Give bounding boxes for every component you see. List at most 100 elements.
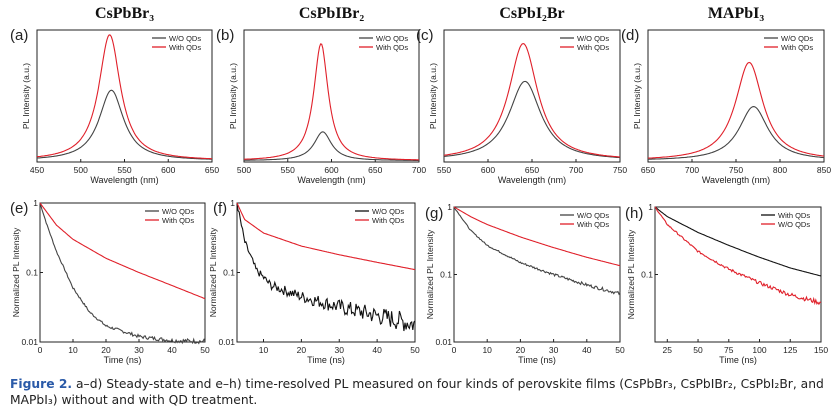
series-line-woqds [443,80,621,159]
x-tick-label: 700 [569,165,583,175]
series-line-woqds [453,206,621,296]
y-tick-label: 0.1 [223,268,235,278]
caption-label: Figure 2. [10,377,73,391]
legend-label: W/O QDs [376,34,408,43]
panel-h: (h) 25 50 75 100 125 150 0.1 1 Time (ns) Normalize… [625,202,828,365]
x-tick-label: 650 [368,165,382,175]
x-axis-label: Wavelength (nm) [90,175,158,185]
x-tick-label: 50 [410,345,420,355]
panel-label: (d) [621,27,639,44]
legend-label: With QDs [169,43,201,52]
x-tick-label: 700 [685,165,699,175]
x-tick-label: 550 [117,165,131,175]
y-axis-label: Normalized PL Intensity [11,227,21,317]
panel-d: (d) MAPbI₃ 650 700 750 800 850 Wavelength (nm) P… [621,5,831,185]
panel-c: (c) CsPbI₂Br 550 600 650 700 750 Wavelength (nm… [416,5,627,185]
legend-label: W/O QDs [162,207,194,216]
x-tick-label: 30 [134,345,144,355]
series-line-withqds [453,206,621,267]
x-tick-label: 125 [783,345,797,355]
series-line-woqds [654,206,821,306]
y-axis-label: PL Intensity (a.u.) [428,63,438,129]
legend-label: With QDs [781,43,813,52]
y-tick-label: 1 [230,198,235,208]
x-tick-label: 50 [615,345,625,355]
y-tick-label: 0.1 [26,268,38,278]
y-tick-label: 0.01 [435,337,452,347]
x-tick-label: 10 [482,345,492,355]
x-tick-label: 500 [74,165,88,175]
y-tick-label: 0.1 [641,270,653,280]
x-axis-label: Wavelength (nm) [498,175,566,185]
panel-label: (c) [416,27,434,44]
series-line-withqds [39,202,206,300]
panel-e: (e) 0 10 20 30 40 50 0.01 0.1 1 Time (ns) Normalize… [10,198,210,365]
y-tick-label: 1 [648,202,653,212]
x-tick-label: 30 [549,345,559,355]
x-tick-label: 550 [281,165,295,175]
legend-label: With QDs [577,220,609,229]
x-tick-label: 150 [814,345,828,355]
x-tick-label: 0 [38,345,43,355]
legend-label: W/O QDs [372,207,404,216]
series-line-withqds [443,43,621,158]
x-tick-label: 75 [724,345,734,355]
y-axis-label: Normalized PL Intensity [208,227,218,317]
y-tick-label: 1 [447,202,452,212]
panel-a: (a) CsPbBr₃ 450 500 550 600 650 Wavelength (nm)… [10,5,219,185]
series-line-woqds [39,202,206,345]
x-tick-label: 40 [582,345,592,355]
series-line-withqds [36,34,212,160]
series-line-woqds [647,106,825,160]
x-tick-label: 100 [752,345,766,355]
x-tick-label: 600 [481,165,495,175]
x-tick-label: 750 [729,165,743,175]
x-tick-label: 40 [372,345,382,355]
x-tick-label: 25 [663,345,673,355]
series-line-woqds [236,203,416,332]
y-tick-label: 0.1 [440,270,452,280]
legend-label: With QDs [372,216,404,225]
x-tick-label: 10 [68,345,78,355]
series-line-withqds [654,206,822,277]
panel-g: (g) 0 10 20 30 40 50 0.01 0.1 1 Time (ns) Normalize… [425,202,625,365]
x-tick-label: 700 [412,165,426,175]
y-axis-label: PL Intensity (a.u.) [632,63,642,129]
series-line-withqds [236,202,416,271]
y-tick-label: 1 [33,198,38,208]
x-tick-label: 650 [525,165,539,175]
series-line-withqds [244,43,419,161]
x-tick-label: 50 [693,345,703,355]
x-axis-label: Wavelength (nm) [297,175,365,185]
x-tick-label: 50 [200,345,210,355]
x-axis-label: Time (ns) [518,355,556,365]
series-line-withqds [648,61,825,159]
x-axis-label: Wavelength (nm) [702,175,770,185]
legend-label: With QDs [376,43,408,52]
series-line-woqds [36,89,212,160]
x-tick-label: 450 [30,165,44,175]
panel-label: (b) [216,27,234,44]
legend-label: W/O QDs [577,34,609,43]
legend-label: W/O QDs [778,220,810,229]
panel-label: (f) [213,200,227,217]
x-tick-label: 850 [817,165,831,175]
panel-label: (a) [10,27,28,44]
x-tick-label: 20 [101,345,111,355]
x-tick-label: 600 [161,165,175,175]
y-axis-label: PL Intensity (a.u.) [21,63,31,129]
y-axis-label: PL Intensity (a.u.) [228,63,238,129]
panel-title: CsPbBr₃ [95,5,154,22]
legend-label: With QDs [778,211,810,220]
legend-label: With QDs [577,43,609,52]
legend-label: W/O QDs [169,34,201,43]
panel-title: MAPbI₃ [708,5,765,22]
panel-title: CsPbIBr₂ [299,5,364,22]
x-tick-label: 650 [641,165,655,175]
legend-label: With QDs [162,216,194,225]
x-tick-label: 750 [613,165,627,175]
x-tick-label: 500 [237,165,251,175]
legend-label: W/O QDs [781,34,813,43]
y-tick-label: 0.01 [21,337,38,347]
